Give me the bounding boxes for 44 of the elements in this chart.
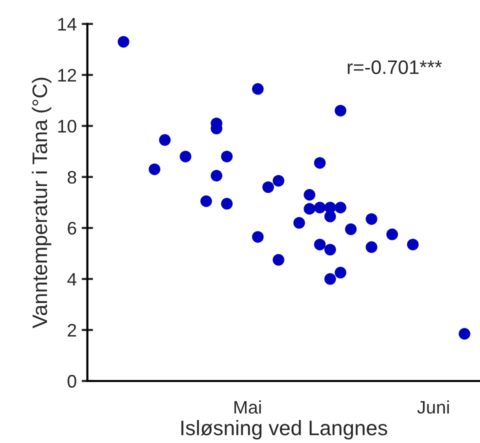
point xyxy=(324,244,336,256)
point xyxy=(272,174,284,187)
y-tick-label: 6 xyxy=(68,222,76,235)
point xyxy=(304,203,316,215)
point xyxy=(304,188,316,201)
point xyxy=(324,210,336,222)
y-tick-label: 14 xyxy=(58,18,76,30)
y-tick-label: 12 xyxy=(58,68,76,82)
point xyxy=(272,254,284,266)
annotation: r=-0.701*** xyxy=(348,60,442,74)
point xyxy=(386,228,398,240)
point xyxy=(334,104,346,116)
y-tick-label: 2 xyxy=(68,324,76,337)
point xyxy=(148,163,160,176)
y-axis-title: Vanntemperatur i Tana (°C) xyxy=(32,78,52,328)
x-tick-label: Mai xyxy=(234,400,261,414)
point xyxy=(314,202,326,214)
x-tick-label: Juni xyxy=(417,400,449,414)
point xyxy=(314,157,326,169)
point xyxy=(159,134,171,146)
point xyxy=(334,202,346,214)
point xyxy=(200,195,212,207)
y-tick-label: 0 xyxy=(68,374,76,388)
point xyxy=(252,83,264,95)
point xyxy=(407,238,419,250)
point xyxy=(293,217,305,229)
point xyxy=(180,150,192,162)
point xyxy=(366,241,378,253)
point xyxy=(262,181,274,193)
x-axis-title: Isløsning ved Langnes xyxy=(181,420,388,440)
point xyxy=(334,266,346,278)
point xyxy=(345,223,357,236)
point xyxy=(314,238,326,250)
y-tick-label: 4 xyxy=(67,273,76,286)
y-tick-label: 8 xyxy=(68,170,76,184)
point xyxy=(366,213,378,225)
point xyxy=(210,170,222,182)
point xyxy=(118,36,130,48)
point xyxy=(324,273,336,285)
point xyxy=(458,328,470,340)
point xyxy=(221,198,233,210)
y-tick-label: 10 xyxy=(58,120,76,133)
point xyxy=(221,150,233,162)
point xyxy=(252,231,264,243)
